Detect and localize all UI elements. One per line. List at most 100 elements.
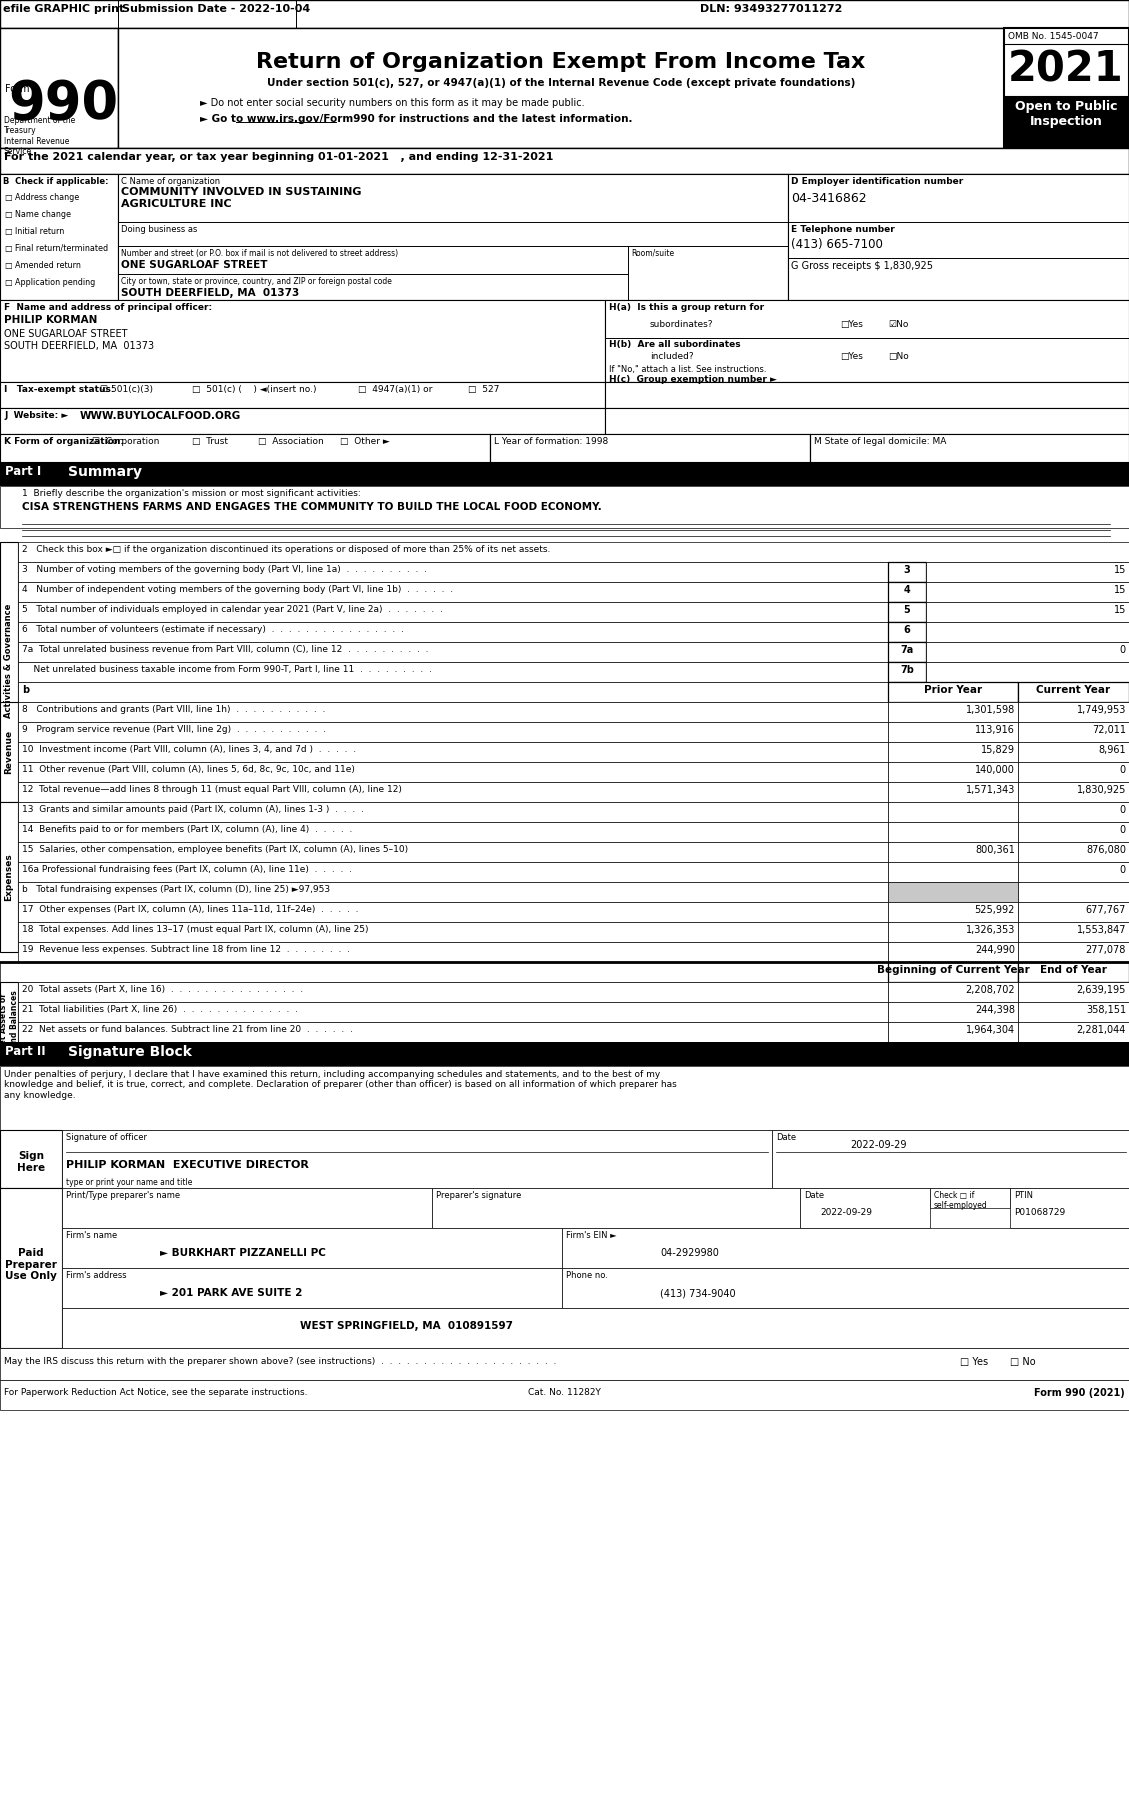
Bar [1018, 702, 1129, 722]
Bar [1018, 961, 1129, 981]
Text: 6: 6 [903, 626, 910, 635]
Bar [1004, 27, 1129, 149]
Text: 17  Other expenses (Part IX, column (A), lines 11a–11d, 11f–24e)  .  .  .  .  .: 17 Other expenses (Part IX, column (A), … [21, 905, 359, 914]
Bar [889, 1001, 1018, 1021]
Text: □  501(c) (    ) ◄(insert no.): □ 501(c) ( ) ◄(insert no.) [192, 385, 316, 394]
Bar [432, 1188, 800, 1228]
Bar [889, 682, 1018, 702]
Text: 2021: 2021 [1008, 47, 1123, 91]
Bar [62, 1130, 772, 1188]
Bar [1018, 941, 1129, 961]
Text: 1,830,925: 1,830,925 [1077, 785, 1126, 795]
Bar [1018, 882, 1129, 902]
Bar [889, 762, 1018, 782]
Bar [926, 562, 1129, 582]
Text: End of Year: End of Year [1040, 965, 1106, 974]
Bar [119, 27, 1004, 149]
Bar [889, 842, 1018, 862]
Text: 15: 15 [1113, 606, 1126, 615]
Bar [62, 1268, 562, 1308]
Text: Room/suite: Room/suite [631, 249, 674, 258]
Text: 1,571,343: 1,571,343 [965, 785, 1015, 795]
Text: For the 2021 calendar year, or tax year beginning 01-01-2021   , and ending 12-3: For the 2021 calendar year, or tax year … [5, 152, 553, 161]
Text: City or town, state or province, country, and ZIP or foreign postal code: City or town, state or province, country… [121, 278, 392, 287]
Bar [0, 1348, 1129, 1380]
Text: 6   Total number of volunteers (estimate if necessary)  .  .  .  .  .  .  .  .  : 6 Total number of volunteers (estimate i… [21, 626, 404, 635]
Text: Print/Type preparer's name: Print/Type preparer's name [65, 1192, 181, 1201]
Bar [0, 463, 1129, 486]
Text: 7a: 7a [900, 646, 913, 655]
Text: For Paperwork Reduction Act Notice, see the separate instructions.: For Paperwork Reduction Act Notice, see … [5, 1388, 307, 1397]
Text: □ Name change: □ Name change [5, 210, 71, 219]
Bar [0, 486, 1129, 528]
Bar [18, 782, 889, 802]
Text: D Employer identification number: D Employer identification number [791, 178, 963, 187]
Text: F  Name and address of principal officer:: F Name and address of principal officer: [5, 303, 212, 312]
Text: □  Other ►: □ Other ► [340, 437, 390, 446]
Text: 0: 0 [1120, 646, 1126, 655]
Text: 16a Professional fundraising fees (Part IX, column (A), line 11e)  .  .  .  .  .: 16a Professional fundraising fees (Part … [21, 865, 352, 874]
Text: 244,990: 244,990 [975, 945, 1015, 954]
Bar [605, 299, 1129, 383]
Text: H(b)  Are all subordinates: H(b) Are all subordinates [609, 339, 741, 348]
Bar [1004, 96, 1129, 149]
Text: 8   Contributions and grants (Part VIII, line 1h)  .  .  .  .  .  .  .  .  .  . : 8 Contributions and grants (Part VIII, l… [21, 706, 325, 715]
Text: 19  Revenue less expenses. Subtract line 18 from line 12  .  .  .  .  .  .  .  .: 19 Revenue less expenses. Subtract line … [21, 945, 350, 954]
Text: Check □ if
self-employed: Check □ if self-employed [934, 1192, 988, 1210]
Text: 800,361: 800,361 [975, 845, 1015, 854]
Text: 20  Total assets (Part X, line 16)  .  .  .  .  .  .  .  .  .  .  .  .  .  .  . : 20 Total assets (Part X, line 16) . . . … [21, 985, 303, 994]
Text: Under section 501(c), 527, or 4947(a)(1) of the Internal Revenue Code (except pr: Under section 501(c), 527, or 4947(a)(1)… [266, 78, 855, 89]
Text: □ Application pending: □ Application pending [5, 278, 95, 287]
Bar [889, 1021, 1018, 1041]
Text: WEST SPRINGFIELD, MA  010891597: WEST SPRINGFIELD, MA 010891597 [300, 1321, 513, 1331]
Bar [0, 149, 1129, 174]
Text: (413) 734-9040: (413) 734-9040 [660, 1288, 736, 1299]
Text: Date: Date [776, 1134, 796, 1143]
Text: □  Association: □ Association [259, 437, 324, 446]
Bar [0, 702, 18, 802]
Text: Signature of officer: Signature of officer [65, 1134, 147, 1143]
Bar [926, 662, 1129, 682]
Bar [18, 862, 889, 882]
Text: SOUTH DEERFIELD, MA  01373: SOUTH DEERFIELD, MA 01373 [5, 341, 155, 350]
Text: Revenue: Revenue [5, 729, 14, 775]
Text: ► Do not enter social security numbers on this form as it may be made public.: ► Do not enter social security numbers o… [200, 98, 585, 109]
Bar [18, 742, 889, 762]
Text: OMB No. 1545-0047: OMB No. 1545-0047 [1008, 33, 1099, 42]
Text: L Year of formation: 1998: L Year of formation: 1998 [495, 437, 609, 446]
Text: Prior Year: Prior Year [924, 686, 982, 695]
Text: Part II: Part II [5, 1045, 45, 1058]
Bar [18, 602, 889, 622]
Bar [889, 862, 1018, 882]
Bar [1018, 862, 1129, 882]
Text: 22  Net assets or fund balances. Subtract line 21 from line 20  .  .  .  .  .  .: 22 Net assets or fund balances. Subtract… [21, 1025, 353, 1034]
Bar [1018, 782, 1129, 802]
Text: COMMUNITY INVOLVED IN SUSTAINING
AGRICULTURE INC: COMMUNITY INVOLVED IN SUSTAINING AGRICUL… [121, 187, 361, 209]
Text: ☑ 501(c)(3): ☑ 501(c)(3) [100, 385, 154, 394]
Bar [889, 822, 1018, 842]
Text: 1,964,304: 1,964,304 [966, 1025, 1015, 1036]
Text: Form 990 (2021): Form 990 (2021) [1034, 1388, 1124, 1399]
Text: 4: 4 [903, 584, 910, 595]
Text: May the IRS discuss this return with the preparer shown above? (see instructions: May the IRS discuss this return with the… [5, 1357, 557, 1366]
Bar [18, 642, 889, 662]
Text: B  Check if applicable:: B Check if applicable: [3, 178, 108, 187]
Text: □Yes: □Yes [840, 319, 863, 328]
Text: 14  Benefits paid to or for members (Part IX, column (A), line 4)  .  .  .  .  .: 14 Benefits paid to or for members (Part… [21, 825, 352, 834]
Text: M State of legal domicile: MA: M State of legal domicile: MA [814, 437, 946, 446]
Bar [1018, 802, 1129, 822]
Bar [889, 961, 1018, 981]
Text: 21  Total liabilities (Part X, line 26)  .  .  .  .  .  .  .  .  .  .  .  .  .  : 21 Total liabilities (Part X, line 26) .… [21, 1005, 298, 1014]
Bar [889, 882, 1018, 902]
Text: 15: 15 [1113, 564, 1126, 575]
Text: subordinates?: subordinates? [650, 319, 714, 328]
Bar [0, 1130, 62, 1188]
Bar [18, 822, 889, 842]
Text: 2,208,702: 2,208,702 [965, 985, 1015, 996]
Text: □ Address change: □ Address change [5, 192, 79, 201]
Bar [18, 1021, 889, 1041]
Text: 18  Total expenses. Add lines 13–17 (must equal Part IX, column (A), line 25): 18 Total expenses. Add lines 13–17 (must… [21, 925, 368, 934]
Bar [889, 622, 926, 642]
Text: Return of Organization Exempt From Income Tax: Return of Organization Exempt From Incom… [256, 53, 866, 73]
Bar [1018, 842, 1129, 862]
